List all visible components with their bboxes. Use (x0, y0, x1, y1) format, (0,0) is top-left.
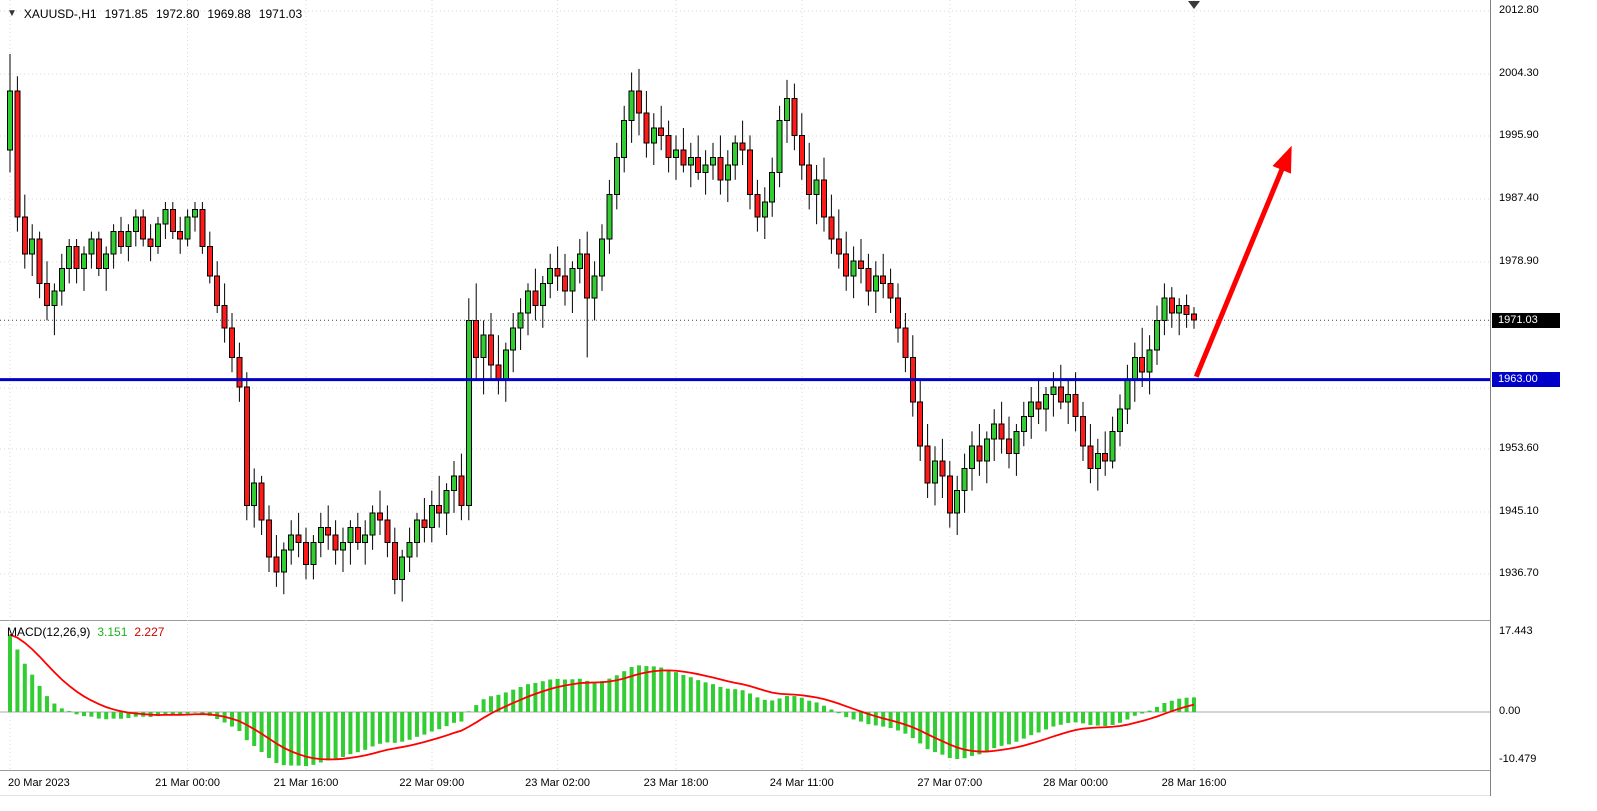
candles-layer (7, 54, 1197, 602)
time-axis[interactable]: 20 Mar 2023 21 Mar 00:00 21 Mar 16:00 22 Ma… (0, 771, 1490, 796)
time-axis-label: 23 Mar 02:00 (525, 777, 591, 789)
time-axis-label: 28 Mar 00:00 (1043, 777, 1109, 789)
macd-axis-label: 17.443 (1499, 624, 1533, 637)
price-axis-label: 1945.10 (1499, 505, 1539, 518)
chart-shift-marker-icon[interactable] (1188, 1, 1200, 9)
time-axis-label: 24 Mar 11:00 (769, 777, 834, 789)
macd-signal-line (9, 633, 1195, 761)
grid-layer (0, 0, 1490, 770)
time-axis-label: 27 Mar 07:00 (917, 777, 983, 789)
price-axis-label: 1987.40 (1499, 192, 1539, 205)
macd-indicator-label: MACD(12,26,9) 3.151 2.227 (7, 625, 164, 639)
time-axis-label: 22 Mar 09:00 (399, 777, 465, 789)
price-axis-label: 1936.70 (1499, 567, 1539, 580)
price-chart-svg (0, 0, 1490, 770)
price-axis-label: 1978.90 (1499, 254, 1539, 267)
symbol-info-bar: ▼ XAUUSD-,H1 1971.85 1972.80 1969.88 197… (7, 7, 303, 21)
support-line-price-badge: 1963.00 (1492, 372, 1560, 388)
symbol-marker-icon: ▼ (7, 8, 17, 19)
time-axis-label: 23 Mar 18:00 (643, 777, 709, 789)
symbol-timeframe-label: XAUUSD-,H1 (23, 7, 97, 21)
macd-name: MACD(12,26,9) (7, 625, 91, 639)
time-axis-label: 21 Mar 16:00 (273, 777, 339, 789)
price-axis-label: 1953.60 (1499, 442, 1539, 455)
window-bottom-edge (0, 795, 1597, 796)
macd-axis-label: -10.479 (1499, 753, 1537, 766)
quote-low: 1969.88 (207, 7, 251, 21)
macd-axis-label: 0.00 (1499, 705, 1521, 717)
time-axis-label: 20 Mar 2023 (8, 777, 70, 789)
price-axis[interactable]: 2012.80 2004.30 1995.90 1987.40 1978.90 1953.… (1490, 0, 1597, 796)
chart-canvas[interactable] (0, 0, 1490, 796)
time-axis-divider (0, 770, 1597, 771)
price-axis-label: 2012.80 (1499, 4, 1539, 17)
trend-arrow[interactable] (1193, 145, 1292, 378)
price-axis-label: 1995.90 (1499, 129, 1539, 142)
time-axis-label: 28 Mar 16:00 (1161, 777, 1227, 789)
quote-open: 1971.85 (104, 7, 148, 21)
price-axis-label: 2004.30 (1499, 67, 1539, 79)
panel-divider[interactable] (0, 620, 1597, 621)
macd-signal-value: 2.227 (134, 625, 165, 639)
quote-close: 1971.03 (258, 7, 303, 21)
quote-high: 1972.80 (155, 7, 200, 21)
macd-histogram (8, 634, 1196, 767)
macd-main-value: 3.151 (97, 625, 128, 639)
current-price-badge: 1971.03 (1492, 312, 1560, 328)
time-axis-label: 21 Mar 00:00 (155, 777, 221, 789)
